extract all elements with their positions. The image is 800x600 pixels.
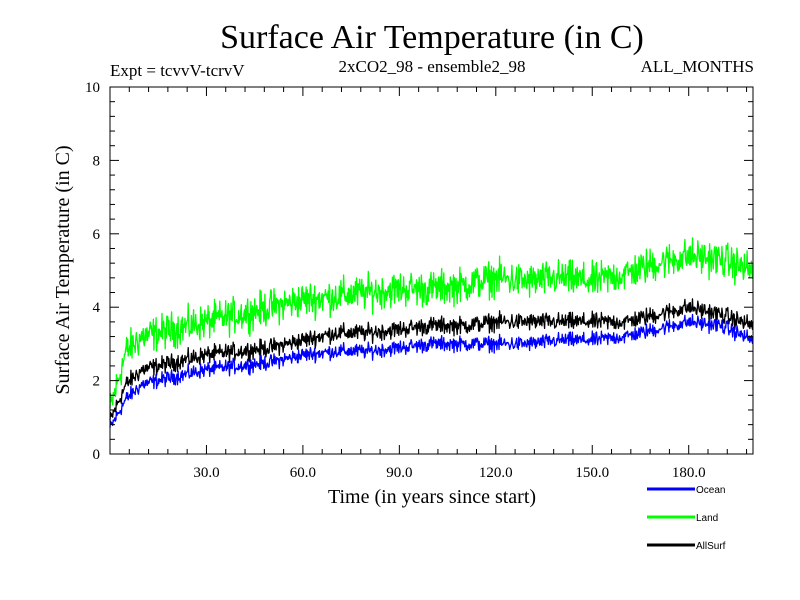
- series-line-ocean: [109, 313, 754, 428]
- header-right: ALL_MONTHS: [641, 57, 754, 76]
- series-layer: [109, 237, 754, 428]
- y-tick-label: 8: [93, 153, 101, 169]
- y-tick-label: 2: [93, 374, 101, 390]
- legend-label-allsurf: AllSurf: [696, 541, 726, 552]
- y-tick-label: 0: [93, 447, 101, 463]
- series-line-allsurf: [109, 298, 754, 421]
- x-tick-label: 30.0: [193, 465, 219, 481]
- x-axis-label: Time (in years since start): [328, 486, 536, 508]
- y-tick-label: 10: [85, 80, 100, 96]
- x-tick-label: 120.0: [479, 465, 513, 481]
- legend: Ocean Land AllSurf: [647, 485, 726, 552]
- header-left: Expt = tcvvV-tcrvV: [110, 61, 245, 80]
- legend-label-ocean: Ocean: [696, 485, 725, 496]
- plot-frame: [109, 86, 754, 455]
- axis-ticks: 30.0 60.0 90.0 120.0 150.0 180.0 0 2 4 6 8 10: [85, 80, 753, 481]
- series-line-land: [109, 237, 754, 409]
- x-tick-label: 150.0: [575, 465, 609, 481]
- header-center: 2xCO2_98 - ensemble2_98: [339, 57, 526, 76]
- legend-label-land: Land: [696, 513, 718, 524]
- y-tick-label: 4: [93, 300, 101, 316]
- y-tick-label: 6: [93, 227, 101, 243]
- x-tick-label: 90.0: [386, 465, 412, 481]
- y-axis-label: Surface Air Temperature (in C): [52, 145, 74, 394]
- x-tick-label: 180.0: [672, 465, 706, 481]
- x-tick-label: 60.0: [290, 465, 316, 481]
- chart-title: Surface Air Temperature (in C): [220, 19, 644, 56]
